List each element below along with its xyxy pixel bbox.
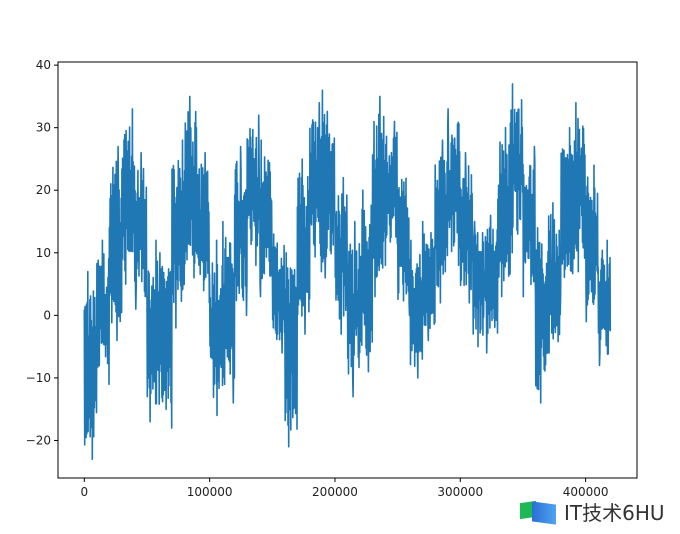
x-tick-label: 100000 [187,485,233,499]
series-line-temperature [83,83,612,461]
x-tick-label: 200000 [312,485,358,499]
y-tick-label: 40 [36,58,51,72]
watermark: IT技术6HU [520,497,665,526]
y-tick-label: 10 [36,246,51,260]
y-tick-label: 30 [36,121,51,135]
x-tick-label: 0 [80,485,88,499]
x-tick-label: 300000 [437,485,483,499]
watermark-logo-icon [520,499,558,525]
y-tick-label: −20 [26,433,51,447]
y-tick-label: −10 [26,371,51,385]
x-tick-label: 400000 [563,485,609,499]
y-tick-label: 0 [43,308,51,322]
series-group [83,83,612,461]
y-tick-label: 20 [36,183,51,197]
watermark-text: IT技术6HU [564,501,665,525]
y-axis: −20 −10 0 10 20 30 40 [26,58,58,447]
x-axis: 0 100000 200000 300000 400000 [80,478,609,499]
plot-frame [57,61,638,479]
